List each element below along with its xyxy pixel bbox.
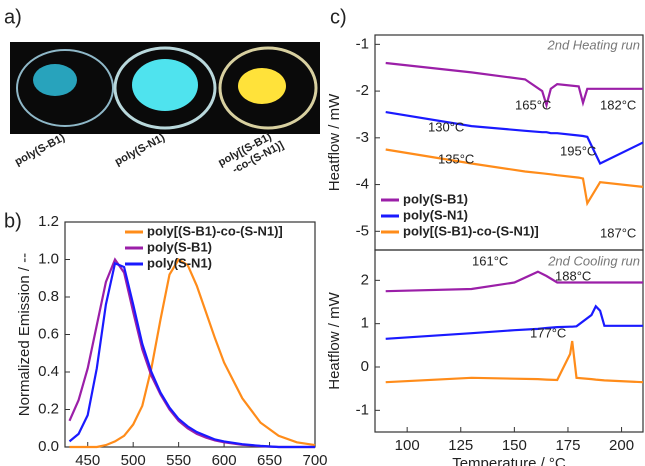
y-tick-label: -5 (356, 222, 369, 239)
y-axis-label: Heatflow / mW (326, 93, 343, 191)
annotation: 188°C (555, 268, 591, 283)
y-tick-label: -1 (356, 35, 369, 52)
plot-frame (375, 250, 643, 432)
legend-label: poly(S-N1) (147, 255, 212, 270)
sample (33, 64, 77, 96)
legend-label: poly(S-B1) (403, 191, 468, 206)
photo-label-line: poly(S-B1) (13, 132, 67, 169)
y-tick-label: -3 (356, 129, 369, 146)
y-tick-label: 0.4 (38, 363, 59, 380)
annotation: 182°C (600, 97, 636, 112)
y-tick-label: -4 (356, 176, 369, 193)
y-tick-label: 0.0 (38, 438, 59, 455)
y-tick-label: -1 (356, 401, 369, 418)
series-line (70, 263, 316, 447)
figure: a) b) c) poly(S-B1)poly(S-N1)poly[(S-B1)… (0, 0, 645, 466)
panel-label: c) (330, 6, 347, 28)
y-tick-label: 0 (361, 358, 369, 375)
annotation: 161°C (472, 253, 508, 268)
annotation: 165°C (515, 97, 551, 112)
legend-label: poly(S-N1) (403, 207, 468, 222)
panel-label: a) (4, 6, 22, 28)
annotation: 2nd Cooling run (547, 253, 640, 268)
photo-label: poly[(S-B1)-co-(S-N1)] (216, 128, 286, 181)
annotation: 195°C (560, 143, 596, 158)
x-tick-label: 125 (448, 437, 473, 454)
y-axis-label: Heatflow / mW (326, 291, 343, 389)
y-tick-label: 0.8 (38, 288, 59, 305)
sample (132, 59, 198, 111)
series-line (386, 306, 643, 339)
y-tick-label: -2 (356, 82, 369, 99)
sample (238, 68, 286, 104)
series-line (386, 272, 643, 292)
y-axis-label: Normalized Emission / -- (16, 253, 33, 416)
x-tick-label: 700 (302, 452, 327, 466)
y-tick-label: 1 (361, 315, 369, 332)
x-tick-label: 100 (395, 437, 420, 454)
x-tick-label: 450 (75, 452, 100, 466)
photo-label: poly(S-N1) (113, 132, 167, 169)
x-tick-label: 200 (609, 437, 634, 454)
legend-label: poly[(S-B1)-co-(S-N1)] (403, 223, 539, 238)
photo-label-line: poly(S-N1) (113, 132, 167, 169)
annotation: 187°C (600, 225, 636, 240)
panel-label: b) (4, 210, 22, 232)
x-tick-label: 600 (212, 452, 237, 466)
y-tick-label: 2 (361, 271, 369, 288)
y-tick-label: 1.2 (38, 213, 59, 230)
series-line (386, 341, 643, 382)
legend-label: poly(S-B1) (147, 239, 212, 254)
x-tick-label: 650 (257, 452, 282, 466)
x-tick-label: 550 (166, 452, 191, 466)
series-line (70, 260, 316, 448)
series-line (70, 260, 316, 448)
x-tick-label: 500 (121, 452, 146, 466)
annotation: 177°C (530, 325, 566, 340)
x-axis-label: Temperature / °C (452, 455, 566, 466)
x-tick-label: 150 (502, 437, 527, 454)
y-tick-label: 1.0 (38, 250, 59, 267)
y-tick-label: 0.2 (38, 400, 59, 417)
y-tick-label: 0.6 (38, 325, 59, 342)
annotation: 2nd Heating run (546, 37, 640, 52)
annotation: 135°C (438, 151, 474, 166)
photo-label: poly(S-B1) (13, 132, 67, 169)
annotation: 130°C (428, 119, 464, 134)
x-tick-label: 175 (555, 437, 580, 454)
legend-label: poly[(S-B1)-co-(S-N1)] (147, 223, 283, 238)
